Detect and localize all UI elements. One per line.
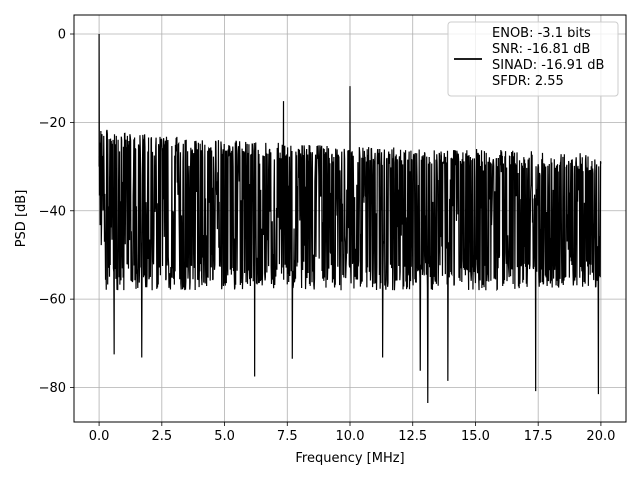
legend-entry-sfdr: SFDR: 2.55: [492, 74, 564, 89]
x-tick-label: 12.5: [398, 429, 427, 444]
psd-series: [98, 33, 602, 404]
legend-entry-sinad: SINAD: -16.91 dB: [492, 58, 604, 73]
x-tick-label: 7.5: [277, 429, 298, 444]
legend-entry-enob: ENOB: -3.1 bits: [492, 26, 591, 41]
x-tick-label: 0.0: [89, 429, 110, 444]
legend: ENOB: -3.1 bits SNR: -16.81 dB SINAD: -1…: [447, 21, 619, 97]
y-tick-label: −80: [39, 381, 66, 396]
x-axis-label: Frequency [MHz]: [295, 451, 404, 466]
y-axis-label: PSD [dB]: [14, 190, 29, 248]
x-axis-ticks: 0.0 2.5 5.0 7.5 10.0 12.5 15.0 17.5 20.0: [89, 422, 615, 444]
legend-box: [447, 21, 619, 97]
y-tick-label: −40: [39, 204, 66, 219]
x-tick-label: 10.0: [336, 429, 365, 444]
y-tick-label: 0: [58, 28, 66, 43]
x-tick-label: 17.5: [524, 429, 553, 444]
legend-entry-snr: SNR: -16.81 dB: [492, 42, 590, 57]
y-tick-label: −20: [39, 116, 66, 131]
x-tick-label: 15.0: [461, 429, 490, 444]
x-tick-label: 2.5: [151, 429, 172, 444]
y-axis-ticks: 0 −20 −40 −60 −80: [39, 28, 74, 396]
psd-line: [98, 33, 602, 404]
y-tick-label: −60: [39, 293, 66, 308]
x-tick-label: 20.0: [586, 429, 615, 444]
x-tick-label: 5.0: [214, 429, 235, 444]
